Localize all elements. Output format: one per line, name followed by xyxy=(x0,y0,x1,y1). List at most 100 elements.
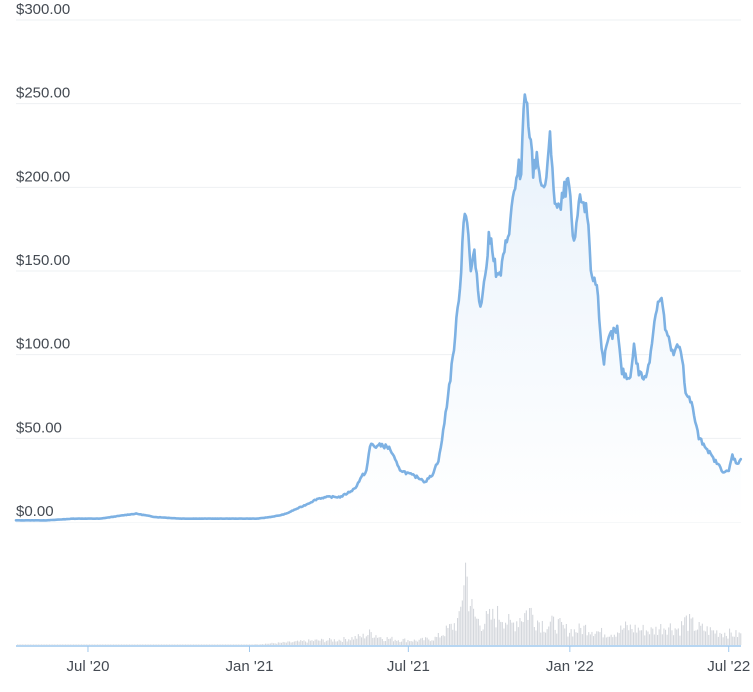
volume-bar xyxy=(193,644,195,645)
volume-bar xyxy=(426,637,428,645)
volume-bar xyxy=(85,644,87,645)
volume-bar xyxy=(284,642,286,645)
volume-bar xyxy=(145,644,147,645)
volume-bar xyxy=(476,618,478,645)
volume-bar xyxy=(210,644,212,645)
volume-bar xyxy=(81,644,83,645)
volume-bar xyxy=(621,629,623,645)
volume-bar xyxy=(452,629,454,645)
volume-bar xyxy=(154,644,156,645)
volume-bar xyxy=(681,621,683,645)
volume-bar xyxy=(684,617,686,645)
volume-bar xyxy=(586,635,588,645)
volume-bar xyxy=(237,644,239,645)
volume-bar xyxy=(482,629,484,645)
volume-bar xyxy=(428,639,430,645)
volume-bar xyxy=(509,619,511,645)
volume-bar xyxy=(500,621,502,645)
volume-bar xyxy=(26,644,28,645)
volume-bar xyxy=(108,644,110,645)
volume-bar xyxy=(492,608,494,645)
volume-bar xyxy=(255,644,257,645)
volume-bar xyxy=(25,644,27,645)
volume-bar xyxy=(301,641,303,645)
volume-bar xyxy=(42,644,44,645)
volume-bar xyxy=(175,644,177,645)
volume-bar xyxy=(311,640,313,645)
volume-bar xyxy=(453,623,455,645)
volume-bar xyxy=(386,637,388,645)
volume-bar xyxy=(530,607,532,645)
volume-bar xyxy=(202,644,204,645)
volume-bar xyxy=(668,627,670,645)
volume-bar xyxy=(138,644,140,645)
volume-bar xyxy=(687,630,689,645)
volume-bar xyxy=(513,622,515,645)
volume-bar xyxy=(348,639,350,645)
volume-bar xyxy=(185,644,187,645)
volume-bar xyxy=(69,644,71,645)
volume-bar xyxy=(537,620,539,645)
volume-bar xyxy=(36,644,38,645)
volume-bar xyxy=(413,639,415,645)
volume-bar xyxy=(201,644,203,645)
volume-bar xyxy=(433,640,435,645)
volume-bar xyxy=(423,640,425,645)
volume-bar xyxy=(417,641,419,645)
volume-bar xyxy=(455,630,457,645)
volume-bar xyxy=(620,625,622,645)
volume-bar xyxy=(223,644,225,645)
volume-bar xyxy=(281,642,283,645)
volume-bar xyxy=(409,641,411,645)
volume-bar xyxy=(655,626,657,645)
volume-bar xyxy=(300,640,302,645)
volume-bar xyxy=(719,632,721,645)
volume-bar xyxy=(516,621,518,645)
volume-bar xyxy=(405,642,407,645)
volume-bar xyxy=(335,641,337,645)
volume-bar xyxy=(436,637,438,645)
volume-bar xyxy=(425,637,427,645)
volume-bar xyxy=(599,632,601,645)
volume-bar xyxy=(178,644,180,645)
volume-bar xyxy=(521,621,523,645)
volume-bar xyxy=(17,644,19,645)
volume-bar xyxy=(173,644,175,645)
volume-bar xyxy=(653,634,655,645)
volume-bar xyxy=(498,619,500,645)
volume-bar xyxy=(244,644,246,645)
volume-bar xyxy=(133,644,135,645)
volume-bar xyxy=(463,585,465,645)
volume-bar xyxy=(564,628,566,645)
volume-bar xyxy=(117,644,119,645)
volume-bar xyxy=(634,624,636,645)
volume-bar xyxy=(253,644,255,645)
volume-bar xyxy=(79,644,81,645)
volume-bar xyxy=(143,644,145,645)
volume-bar xyxy=(121,644,123,645)
volume-bar xyxy=(213,644,215,645)
volume-bar xyxy=(661,634,663,645)
volume-bar xyxy=(266,643,268,645)
volume-bar xyxy=(641,630,643,645)
volume-bar xyxy=(434,636,436,645)
volume-bar xyxy=(733,636,735,645)
volume-bar xyxy=(506,624,508,645)
volume-bar xyxy=(50,644,52,645)
volume-bar xyxy=(615,636,617,645)
volume-bar xyxy=(314,639,316,645)
volume-bar xyxy=(645,630,647,645)
volume-bar xyxy=(437,633,439,645)
price-line xyxy=(14,93,743,522)
volume-bar xyxy=(330,639,332,645)
volume-bar xyxy=(735,630,737,645)
volume-bar xyxy=(737,637,739,645)
volume-bar xyxy=(727,638,729,645)
volume-bar xyxy=(113,644,115,645)
volume-bar xyxy=(261,644,263,645)
volume-bar xyxy=(345,639,347,645)
volume-bar xyxy=(191,644,193,645)
volume-bar xyxy=(404,638,406,645)
volume-bar xyxy=(660,624,662,645)
volume-bar xyxy=(92,644,94,645)
